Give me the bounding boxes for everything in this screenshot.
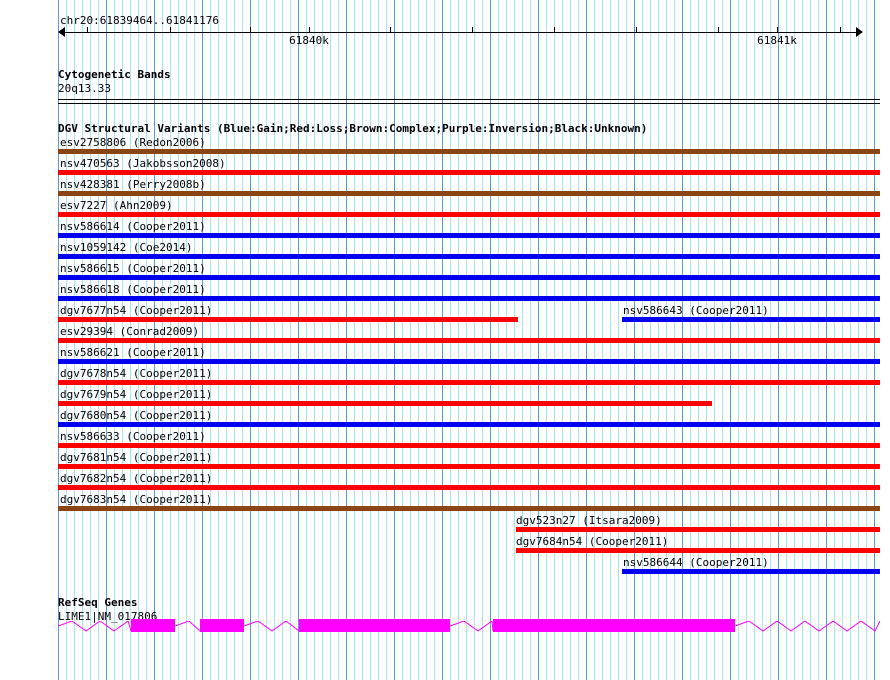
variant-bar[interactable] bbox=[58, 254, 880, 259]
variant-bar[interactable] bbox=[58, 149, 880, 154]
variant-label[interactable]: dgv7677n54 (Cooper2011) bbox=[60, 304, 213, 317]
variant-bar[interactable] bbox=[58, 296, 880, 301]
ruler-tick bbox=[250, 27, 251, 33]
variant-label[interactable]: dgv7684n54 (Cooper2011) bbox=[516, 535, 669, 548]
variant-bar[interactable] bbox=[58, 464, 880, 469]
exon[interactable] bbox=[200, 619, 244, 632]
variant-label[interactable]: nsv586621 (Cooper2011) bbox=[60, 346, 206, 359]
variant-label[interactable]: dgv7683n54 (Cooper2011) bbox=[60, 493, 213, 506]
variant-bar[interactable] bbox=[58, 275, 880, 280]
variant-label[interactable]: nsv586644 (Cooper2011) bbox=[623, 556, 769, 569]
variant-bar[interactable] bbox=[58, 443, 880, 448]
ruler-tick-label: 61841k bbox=[757, 34, 797, 47]
variant-label[interactable]: esv29394 (Conrad2009) bbox=[60, 325, 200, 338]
exon[interactable] bbox=[493, 619, 735, 632]
variant-bar[interactable] bbox=[58, 191, 880, 196]
ruler-tick bbox=[718, 27, 719, 33]
variant-label[interactable]: nsv586618 (Cooper2011) bbox=[60, 283, 206, 296]
variant-bar[interactable] bbox=[58, 422, 880, 427]
coordinate-label: chr20:61839464..61841176 bbox=[60, 14, 219, 27]
variant-label[interactable]: esv2758806 (Redon2006) bbox=[60, 136, 206, 149]
variant-bar[interactable] bbox=[516, 548, 880, 553]
refseq-section-title: RefSeq Genes bbox=[58, 596, 138, 609]
variant-bar[interactable] bbox=[58, 233, 880, 238]
variant-label[interactable]: esv7227 (Ahn2009) bbox=[60, 199, 173, 212]
ruler-tick bbox=[636, 27, 637, 33]
ruler-tick bbox=[777, 27, 778, 33]
ruler-tick bbox=[390, 27, 391, 33]
intron-line bbox=[244, 620, 299, 632]
intron-line bbox=[735, 620, 880, 632]
variant-label[interactable]: nsv470563 (Jakobsson2008) bbox=[60, 157, 226, 170]
variant-label[interactable]: dgv7682n54 (Cooper2011) bbox=[60, 472, 213, 485]
variant-bar[interactable] bbox=[58, 212, 880, 217]
ruler-axis-line bbox=[60, 32, 862, 33]
variant-label[interactable]: dgv7678n54 (Cooper2011) bbox=[60, 367, 213, 380]
variant-bar[interactable] bbox=[58, 359, 880, 364]
dgv-section-title: DGV Structural Variants (Blue:Gain;Red:L… bbox=[58, 122, 648, 135]
exon[interactable] bbox=[131, 619, 175, 632]
ruler-tick bbox=[840, 27, 841, 33]
cytoband-section-title: Cytogenetic Bands bbox=[58, 68, 171, 81]
variant-label[interactable]: nsv1059142 (Coe2014) bbox=[60, 241, 193, 254]
variant-bar[interactable] bbox=[58, 317, 518, 322]
ruler-tick bbox=[472, 27, 473, 33]
ruler-tick bbox=[309, 27, 310, 33]
variant-bar[interactable] bbox=[58, 506, 880, 511]
exon[interactable] bbox=[299, 619, 450, 632]
section-divider-bottom bbox=[58, 103, 880, 104]
variant-bar[interactable] bbox=[58, 485, 880, 490]
variant-label[interactable]: nsv586614 (Cooper2011) bbox=[60, 220, 206, 233]
variant-bar[interactable] bbox=[58, 338, 880, 343]
variant-label[interactable]: nsv586615 (Cooper2011) bbox=[60, 262, 206, 275]
variant-bar[interactable] bbox=[58, 380, 880, 385]
variant-bar[interactable] bbox=[516, 527, 880, 532]
ruler-tick-label: 61840k bbox=[289, 34, 329, 47]
intron-line bbox=[175, 620, 200, 631]
cytoband-label: 20q13.33 bbox=[58, 82, 111, 95]
ruler-tick bbox=[554, 27, 555, 33]
variant-label[interactable]: nsv586643 (Cooper2011) bbox=[623, 304, 769, 317]
variant-label[interactable]: dgv7681n54 (Cooper2011) bbox=[60, 451, 213, 464]
intron-line bbox=[58, 620, 131, 632]
variant-label[interactable]: dgv7679n54 (Cooper2011) bbox=[60, 388, 213, 401]
section-divider-top bbox=[58, 99, 880, 100]
ruler-tick bbox=[87, 27, 88, 33]
variant-bar[interactable] bbox=[58, 170, 880, 175]
variant-bar[interactable] bbox=[622, 317, 880, 322]
ruler-arrow-right-icon[interactable] bbox=[856, 27, 863, 37]
variant-label[interactable]: nsv586633 (Cooper2011) bbox=[60, 430, 206, 443]
ruler-arrow-left-icon[interactable] bbox=[58, 27, 65, 37]
variant-label[interactable]: dgv523n27 (Itsara2009) bbox=[516, 514, 662, 527]
ruler-tick bbox=[170, 27, 171, 33]
intron-line bbox=[450, 620, 493, 632]
variant-label[interactable]: nsv428381 (Perry2008b) bbox=[60, 178, 206, 191]
variant-bar[interactable] bbox=[622, 569, 880, 574]
variant-bar[interactable] bbox=[58, 401, 712, 406]
variant-label[interactable]: dgv7680n54 (Cooper2011) bbox=[60, 409, 213, 422]
